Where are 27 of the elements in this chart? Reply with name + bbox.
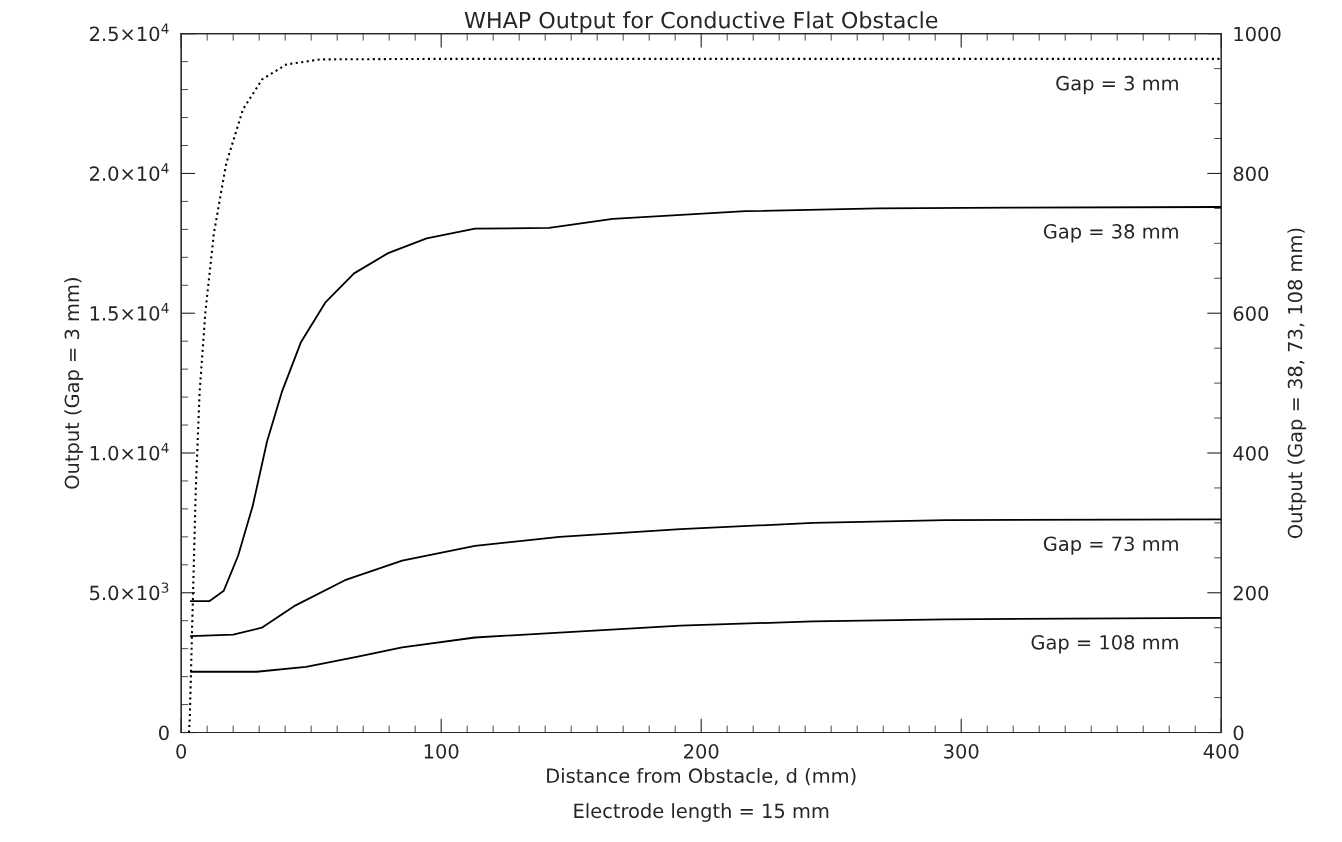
y2-tick-label: 600: [1233, 306, 1269, 321]
x-tick-label: 100: [424, 743, 459, 759]
series-label: Gap = 108 mm: [1031, 634, 1178, 654]
y2-tick-label: 400: [1233, 445, 1269, 461]
text: Electrode length = 15 mm: [574, 803, 829, 822]
y-axis-title: Output (Gap = 3 mm): [64, 278, 84, 489]
y-tick-label: 5.0×10$^{3}$: [90, 582, 169, 601]
y-tick-label: 2.5×10$^{4}$: [90, 23, 169, 42]
y-tick-label: 2.0×10$^{4}$: [90, 163, 169, 181]
y-tick-label: 1.5×10$^{4}$: [90, 303, 169, 321]
y-tick-label: 1.0×10$^{4}$: [90, 442, 169, 461]
x-tick-label: 300: [944, 743, 979, 759]
y2-tick-label: 800: [1233, 166, 1269, 182]
line-series: [187, 57, 1222, 733]
y2-axis-title: Output (Gap = 38, 73, 108 mm): [1287, 228, 1307, 539]
series-label: Gap = 38 mm: [1043, 224, 1178, 243]
series-label: Gap = 73 mm: [1043, 536, 1178, 555]
x-tick-label: 200: [684, 743, 719, 759]
y2-tick-label: 0: [1233, 725, 1244, 741]
x-axis-title: Distance from Obstacle, d (mm): [547, 768, 856, 786]
x-tick-label: 400: [1203, 743, 1239, 759]
x-tick-label: 0: [176, 743, 187, 759]
y-tick-label: 0: [158, 725, 169, 741]
y2-tick-label: 1000: [1234, 26, 1281, 42]
chart-title: WHAP Output for Conductive Flat Obstacle: [464, 11, 938, 33]
series-label: Gap = 3 mm: [1056, 75, 1178, 95]
y2-tick-label: 200: [1233, 585, 1269, 601]
